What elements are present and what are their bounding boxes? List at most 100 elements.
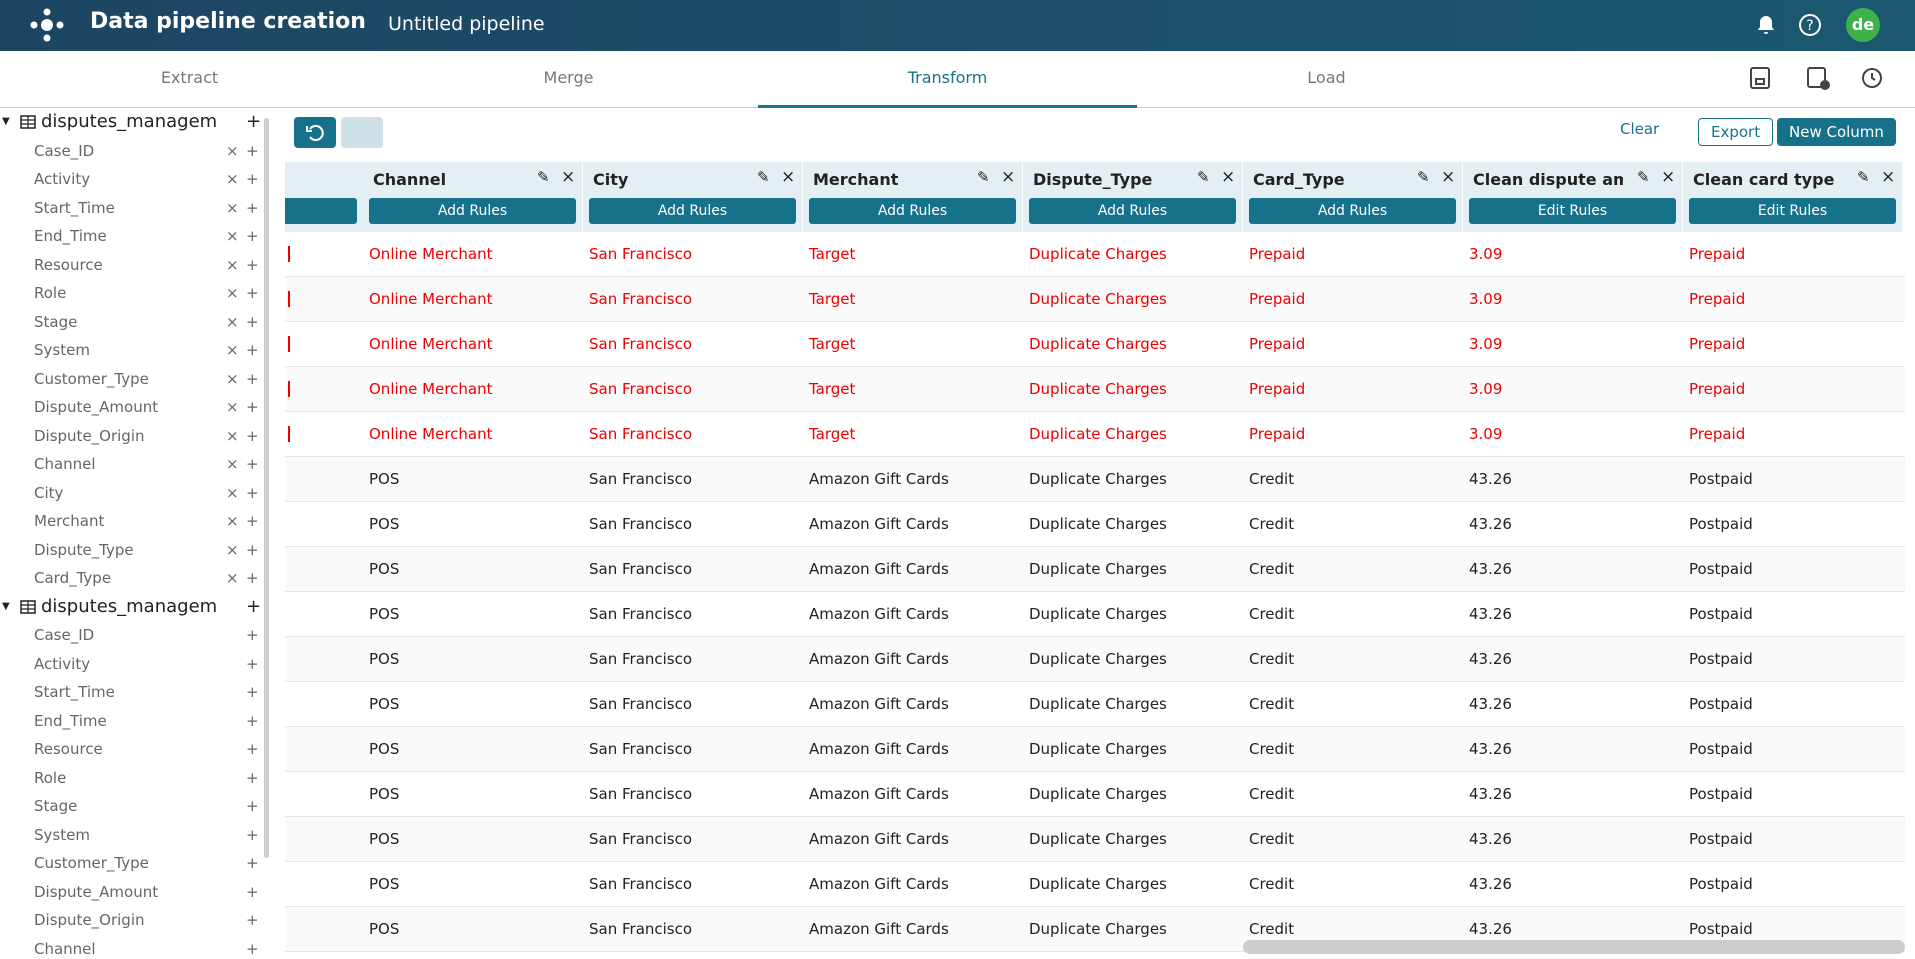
- history-icon[interactable]: [1860, 65, 1888, 91]
- add-field[interactable]: +: [246, 426, 259, 445]
- tab[interactable]: Extract: [160, 68, 219, 87]
- add-field[interactable]: +: [246, 654, 259, 673]
- add-field[interactable]: +: [246, 854, 259, 872]
- add-field[interactable]: +: [246, 170, 259, 188]
- field-item[interactable]: System +: [34, 821, 259, 849]
- add-field[interactable]: +: [246, 882, 259, 901]
- pipeline-name[interactable]: Untitled pipeline: [388, 13, 545, 35]
- remove-field[interactable]: ×: [226, 569, 239, 587]
- add-field[interactable]: +: [246, 683, 259, 701]
- add-field[interactable]: +: [246, 341, 259, 359]
- rules-button[interactable]: Edit Rules: [1469, 198, 1676, 224]
- add-field[interactable]: +: [246, 797, 259, 815]
- edit-column[interactable]: ✎: [1637, 168, 1650, 186]
- remove-field[interactable]: ×: [226, 426, 239, 445]
- field-item[interactable]: Role +: [34, 764, 259, 792]
- edit-column[interactable]: ✎: [1197, 168, 1210, 186]
- notifications[interactable]: [1754, 13, 1778, 37]
- add-field[interactable]: +: [246, 569, 259, 587]
- remove-field[interactable]: ×: [226, 255, 239, 274]
- table-node[interactable]: ▼ disputes_managem +: [0, 593, 265, 621]
- rules-button[interactable]: Add Rules: [369, 198, 576, 224]
- add-field[interactable]: +: [246, 455, 259, 473]
- add-field[interactable]: +: [246, 711, 259, 730]
- save-icon[interactable]: [1748, 65, 1772, 91]
- add-field[interactable]: +: [246, 255, 259, 274]
- field-item[interactable]: Stage +: [34, 792, 259, 820]
- field-item[interactable]: Customer_Type × +: [34, 365, 259, 393]
- field-item[interactable]: Card_Type × +: [34, 564, 259, 592]
- add-field[interactable]: +: [246, 198, 259, 217]
- add-field[interactable]: +: [246, 825, 259, 844]
- field-item[interactable]: Case_ID +: [34, 621, 259, 649]
- field-item[interactable]: City × +: [34, 479, 259, 507]
- rules-button[interactable]: Add Rules: [809, 198, 1016, 224]
- remove-field[interactable]: ×: [226, 227, 239, 245]
- rules-button[interactable]: Edit Rules: [1689, 198, 1896, 224]
- field-item[interactable]: Customer_Type +: [34, 849, 259, 877]
- remove-field[interactable]: ×: [226, 198, 239, 217]
- field-item[interactable]: Case_ID × +: [34, 137, 259, 165]
- field-item[interactable]: Dispute_Amount × +: [34, 393, 259, 421]
- field-item[interactable]: Activity +: [34, 650, 259, 678]
- edit-column[interactable]: ✎: [1857, 168, 1870, 186]
- field-item[interactable]: End_Time +: [34, 707, 259, 735]
- remove-column[interactable]: ×: [1881, 167, 1896, 187]
- remove-field[interactable]: ×: [226, 540, 239, 559]
- field-item[interactable]: Dispute_Origin × +: [34, 422, 259, 450]
- field-item[interactable]: System × +: [34, 336, 259, 364]
- avatar[interactable]: de: [1846, 8, 1880, 42]
- add-field[interactable]: +: [246, 512, 259, 530]
- add-field[interactable]: +: [246, 483, 259, 502]
- field-item[interactable]: Start_Time × +: [34, 194, 259, 222]
- remove-column[interactable]: ×: [1221, 167, 1236, 187]
- field-item[interactable]: Channel +: [34, 935, 259, 959]
- add-field[interactable]: +: [246, 740, 259, 758]
- add-field[interactable]: +: [246, 939, 259, 958]
- remove-field[interactable]: ×: [226, 341, 239, 359]
- remove-field[interactable]: ×: [226, 455, 239, 473]
- field-item[interactable]: Merchant × +: [34, 507, 259, 535]
- add-field[interactable]: +: [246, 369, 259, 388]
- remove-column[interactable]: ×: [1441, 167, 1456, 187]
- field-item[interactable]: Stage × +: [34, 308, 259, 336]
- field-item[interactable]: Dispute_Type × +: [34, 536, 259, 564]
- add-field[interactable]: +: [246, 227, 259, 245]
- rules-button[interactable]: Add Rules: [589, 198, 796, 224]
- help[interactable]: ?: [1797, 12, 1823, 38]
- remove-column[interactable]: ×: [1001, 167, 1016, 187]
- tab[interactable]: Transform: [758, 51, 1137, 108]
- edit-column[interactable]: ✎: [757, 168, 770, 186]
- add-field[interactable]: +: [246, 768, 259, 787]
- export-button[interactable]: Export: [1698, 118, 1774, 146]
- remove-column[interactable]: ×: [561, 167, 576, 187]
- remove-field[interactable]: ×: [226, 398, 239, 416]
- field-item[interactable]: Start_Time +: [34, 678, 259, 706]
- rules-button[interactable]: Add Rules: [1249, 198, 1456, 224]
- edit-column[interactable]: ✎: [977, 168, 990, 186]
- field-item[interactable]: Dispute_Origin +: [34, 906, 259, 934]
- field-item[interactable]: Resource × +: [34, 251, 259, 279]
- remove-field[interactable]: ×: [226, 284, 239, 302]
- field-item[interactable]: Dispute_Amount +: [34, 878, 259, 906]
- edit-column[interactable]: ✎: [1417, 168, 1430, 186]
- redo-button[interactable]: [341, 117, 383, 148]
- save-as-icon[interactable]: [1805, 65, 1831, 91]
- add-field[interactable]: +: [246, 911, 259, 929]
- field-item[interactable]: Activity × +: [34, 165, 259, 193]
- undo-button[interactable]: [294, 117, 336, 148]
- clear-button[interactable]: Clear: [1620, 120, 1660, 138]
- remove-field[interactable]: ×: [226, 312, 239, 331]
- tab[interactable]: Merge: [543, 68, 594, 87]
- tab[interactable]: Load: [1307, 68, 1346, 87]
- add-field[interactable]: +: [246, 540, 259, 559]
- remove-field[interactable]: ×: [226, 369, 239, 388]
- remove-field[interactable]: ×: [226, 170, 239, 188]
- add-field[interactable]: +: [246, 626, 259, 644]
- add-field[interactable]: +: [246, 141, 259, 160]
- add-field[interactable]: +: [246, 284, 259, 302]
- remove-field[interactable]: ×: [226, 483, 239, 502]
- remove-field[interactable]: ×: [226, 141, 239, 160]
- field-item[interactable]: Resource +: [34, 735, 259, 763]
- rules-button[interactable]: Add Rules: [1029, 198, 1236, 224]
